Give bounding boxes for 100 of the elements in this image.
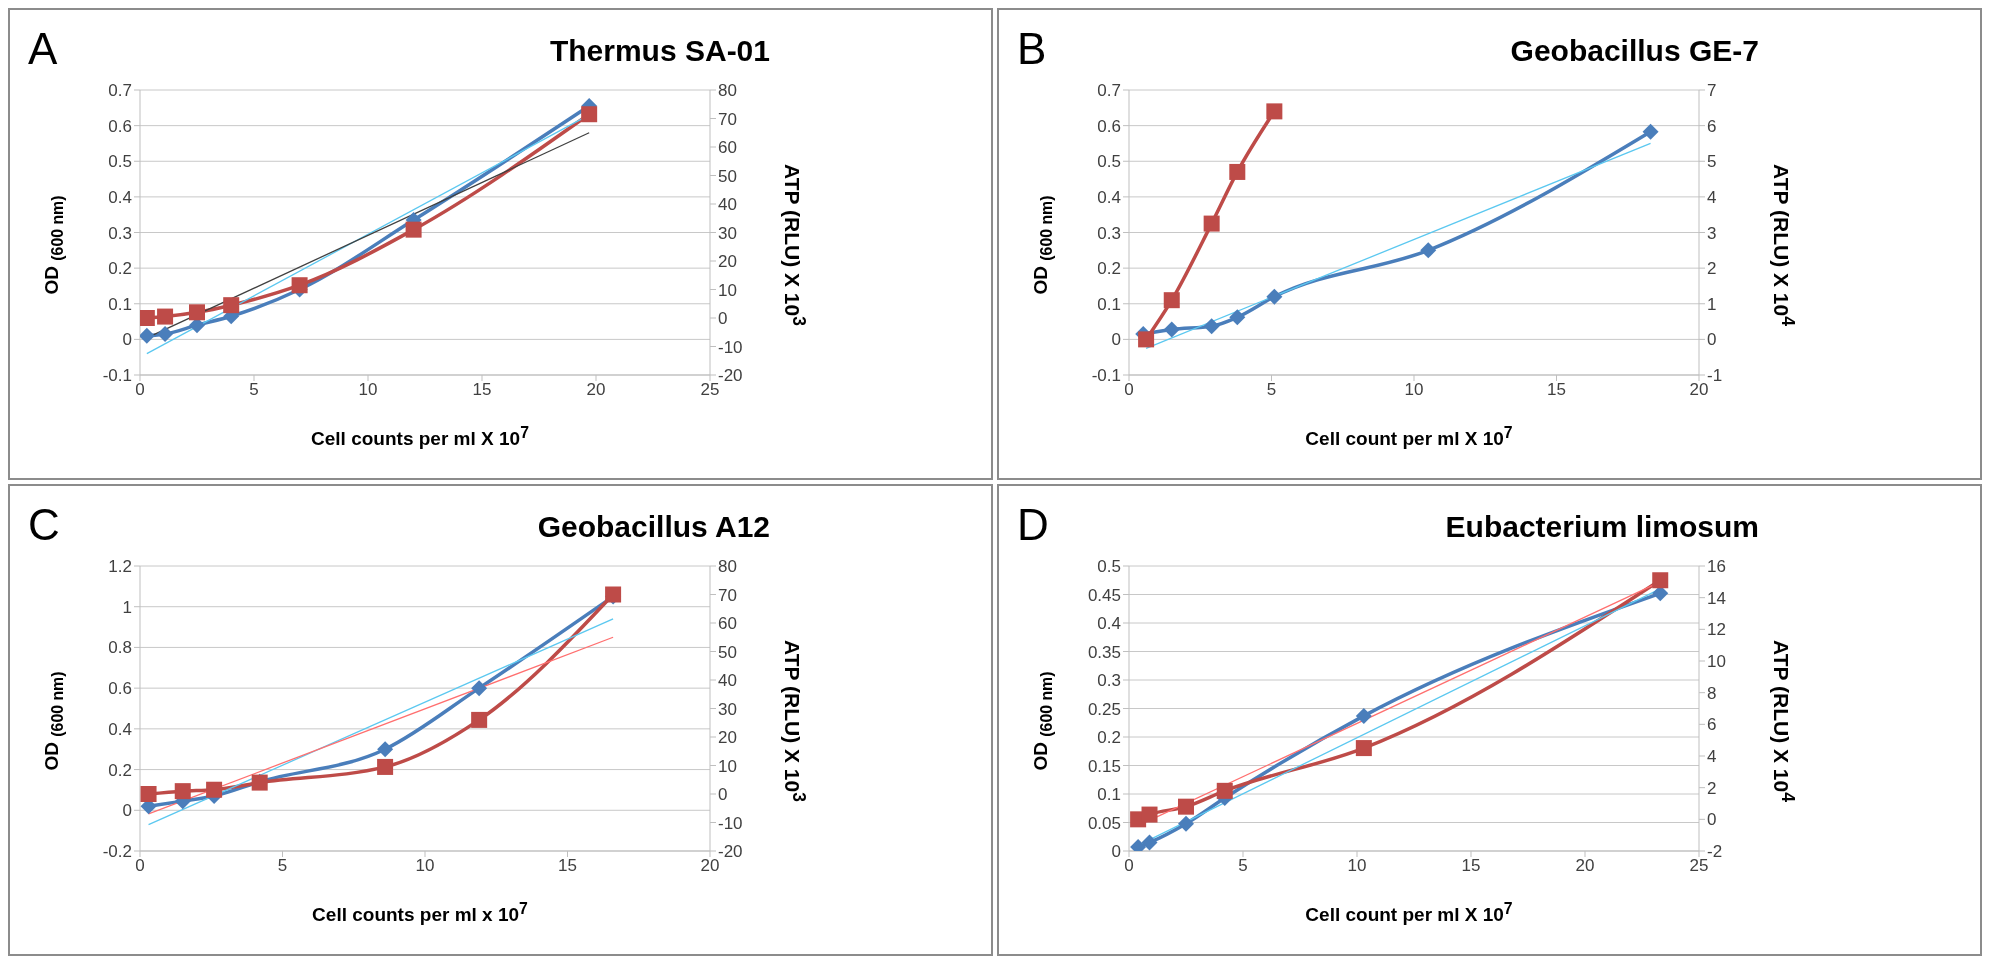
y-tick-label: 0.4 (108, 187, 132, 207)
y2-tick-label: 4 (1707, 747, 1717, 767)
point (140, 327, 155, 344)
y-tick-label: 1 (122, 597, 132, 617)
x-tick-label: 20 (586, 380, 606, 400)
x-tick-label: 5 (1238, 856, 1248, 876)
y-tick-label: 0.3 (1097, 223, 1121, 243)
point (1138, 331, 1155, 348)
y2-tick-label: 2 (1707, 259, 1717, 279)
x-tick-label: 20 (700, 856, 720, 876)
y-tick-label: 0.6 (1097, 116, 1121, 136)
point (471, 680, 488, 697)
x-tick-label: 20 (1689, 380, 1709, 400)
point (1229, 163, 1246, 180)
y2-tick-label: 30 (718, 699, 737, 719)
y2-tick-label: 0 (1707, 330, 1717, 350)
point (140, 310, 155, 326)
point (377, 741, 394, 758)
y-tick-label: 0.5 (1097, 557, 1121, 577)
y-tick-label: 0 (122, 330, 132, 350)
point (1216, 782, 1233, 799)
y2-tick-label: 5 (1707, 152, 1717, 172)
x-axis-title: Cell count per ml X 10$^{7}$ (1304, 424, 1514, 451)
point (291, 277, 308, 294)
y2-tick-label: -1 (1707, 366, 1723, 386)
point (157, 308, 174, 325)
point (1355, 707, 1372, 724)
y-tick-label: 0.15 (1087, 756, 1121, 776)
point (1178, 815, 1194, 832)
x-tick-label: 5 (249, 380, 259, 400)
y-tick-label: 0.5 (108, 152, 132, 172)
x-tick-label: 25 (700, 380, 720, 400)
point (157, 326, 174, 343)
y-tick-label: 0 (1111, 330, 1121, 350)
y2-tick-label: 2 (1707, 778, 1717, 798)
y2-tick-label: 0 (718, 309, 728, 329)
y-tick-label: 0.5 (1097, 152, 1121, 172)
y2-tick-label: -20 (718, 366, 743, 386)
x-tick-label: 0 (1124, 856, 1134, 876)
x-tick-label: 15 (558, 856, 577, 876)
chart-title: Eubacterium limosum (1444, 510, 1759, 544)
y-tick-label: 0.2 (1097, 728, 1121, 748)
y2-tick-label: 70 (718, 585, 737, 605)
y-tick-label: 0.1 (1097, 785, 1121, 805)
x-tick-label: 0 (135, 856, 145, 876)
y2-tick-label: 20 (718, 728, 737, 748)
y-tick-label: 0.6 (108, 116, 132, 136)
point (1642, 123, 1659, 140)
y-tick-label: 0.3 (108, 223, 132, 243)
x-tick-label: 0 (135, 380, 145, 400)
point (1203, 318, 1220, 335)
y2-tick-label: 40 (718, 671, 737, 691)
x-tick-label: 10 (1347, 856, 1367, 876)
y2-tick-label: 40 (718, 195, 737, 215)
y2-tick-label: 30 (718, 223, 737, 243)
point (1355, 740, 1372, 757)
point (1266, 103, 1283, 120)
point (206, 781, 223, 798)
y2-tick-label: 3 (1707, 223, 1717, 243)
y-tick-label: 0.45 (1087, 585, 1121, 605)
text: B (1017, 24, 1047, 74)
x-axis-title: Cell counts per ml x 10$^{7}$ (311, 900, 529, 927)
x-tick-label: 15 (1461, 856, 1481, 876)
y2-tick-label: 0 (1707, 810, 1717, 830)
point (140, 786, 157, 802)
y2-tick-label: -10 (718, 813, 743, 833)
y-tick-label: 0.1 (108, 294, 132, 314)
chart-title: Geobacillus GE-7 (1509, 34, 1759, 68)
point (1163, 292, 1180, 309)
y2-tick-label: 80 (718, 557, 737, 577)
y2-tick-label: 8 (1707, 683, 1717, 703)
x-tick-label: 15 (472, 380, 492, 400)
y-tick-label: 0.2 (1097, 259, 1121, 279)
text: C (28, 500, 60, 550)
point (1420, 242, 1437, 259)
y-tick-label: 1.2 (108, 557, 132, 577)
point (471, 711, 488, 728)
y2-tick-label: 50 (718, 642, 737, 662)
text: A (28, 24, 58, 74)
y2-tick-label: 70 (718, 109, 737, 129)
point (581, 106, 598, 123)
x-tick-label: 5 (277, 856, 288, 876)
y2-tick-label: -10 (718, 337, 743, 357)
y2-tick-label: 10 (718, 756, 737, 776)
chart-title: Geobacillus A12 (536, 510, 770, 544)
x-tick-label: 10 (1404, 380, 1424, 400)
point (1163, 321, 1180, 338)
y2-tick-label: -20 (718, 842, 743, 862)
x-tick-label: 10 (358, 380, 378, 400)
y-tick-label: 0.8 (108, 638, 132, 658)
y2-tick-label: 10 (1707, 652, 1726, 672)
y-tick-label: 0.7 (108, 81, 132, 101)
y-tick-label: 0.4 (108, 719, 132, 739)
point (1141, 806, 1158, 823)
chart-title: Thermus SA-01 (548, 34, 770, 68)
y-tick-label: -0.2 (102, 842, 132, 862)
point (189, 304, 205, 321)
y-tick-label: 0.2 (108, 259, 132, 279)
x-tick-label: 25 (1689, 856, 1709, 876)
point (405, 221, 422, 238)
